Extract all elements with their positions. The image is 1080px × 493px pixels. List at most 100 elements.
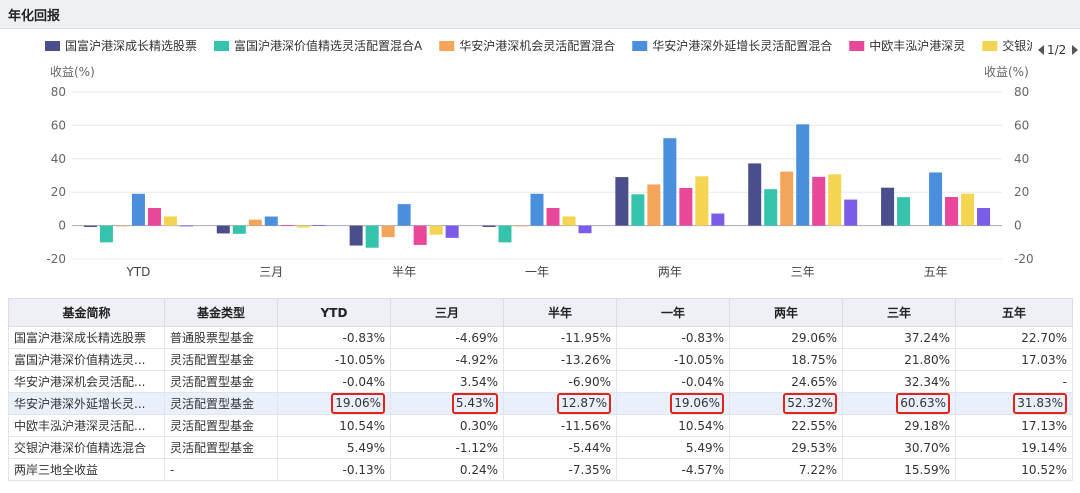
bar <box>429 225 443 235</box>
return-value-cell: 19.06% <box>616 392 730 415</box>
table-row: 富国沪港深价值精选灵... 灵活配置型基金 -10.05% -4.92% -13.26%… <box>8 348 1073 371</box>
fund-name-cell: 国富沪港深成长精选股票 <box>8 326 165 349</box>
fund-type-cell: 灵活配置型基金 <box>164 392 278 415</box>
table-row: 华安沪港深机会灵活配... 灵活配置型基金 -0.04% 3.54% -6.90% -0.… <box>8 370 1073 393</box>
column-header[interactable]: 三年 <box>842 298 956 327</box>
x-category-label: 两年 <box>658 265 682 279</box>
return-value-cell: 31.83% <box>955 392 1073 415</box>
fund-name-cell: 中欧丰泓沪港深灵活配... <box>8 414 165 437</box>
fund-name-cell: 华安沪港深外延增长灵... <box>8 392 165 415</box>
legend-item-label[interactable]: 富国沪港深价值精选灵活配置混合A <box>234 38 423 53</box>
bar <box>413 225 427 245</box>
return-value-cell: 15.59% <box>842 458 956 481</box>
return-value-cell: 17.13% <box>955 414 1073 437</box>
return-value-cell: 19.06% <box>277 392 391 415</box>
return-value-cell: -6.90% <box>503 370 617 393</box>
legend-item-label[interactable]: 国富沪港深成长精选股票 <box>65 38 197 53</box>
bar <box>897 197 911 226</box>
fund-type-cell: - <box>164 458 278 481</box>
column-header[interactable]: 五年 <box>955 298 1073 327</box>
legend-next-arrow-icon[interactable] <box>1072 45 1078 55</box>
table-row: 中欧丰泓沪港深灵活配... 灵活配置型基金 10.54% 0.30% -11.56% 10… <box>8 414 1073 437</box>
return-value-cell: -4.92% <box>390 348 504 371</box>
legend-swatch[interactable] <box>214 41 230 51</box>
column-header[interactable]: 基金类型 <box>164 298 278 327</box>
legend-item-label[interactable]: 华安沪港深外延增长灵活配置混合 <box>652 38 832 53</box>
legend-swatch[interactable] <box>982 41 998 51</box>
bar <box>631 194 645 226</box>
x-category-label: YTD <box>125 265 150 279</box>
bar <box>615 177 629 226</box>
return-value-cell: 5.43% <box>390 392 504 415</box>
bar <box>349 225 363 246</box>
bar <box>163 216 177 226</box>
return-value-cell: -11.95% <box>503 326 617 349</box>
column-header[interactable]: 两年 <box>729 298 843 327</box>
legend-item-label[interactable]: 中欧丰泓沪港深灵 <box>869 38 965 53</box>
fund-type-cell: 灵活配置型基金 <box>164 414 278 437</box>
bar <box>397 204 411 226</box>
bar <box>945 196 959 226</box>
x-category-label: 半年 <box>392 265 416 279</box>
bar <box>663 138 677 226</box>
return-value-cell: -13.26% <box>503 348 617 371</box>
fund-returns-table: 基金简称 基金类型 YTD 三月 半年 一年 两年 三年 五年 国富沪港深成长精选股票 普通股票型… <box>8 298 1073 481</box>
column-header[interactable]: 三月 <box>390 298 504 327</box>
x-category-label: 一年 <box>525 265 549 279</box>
bar <box>679 187 693 226</box>
legend-prev-arrow-icon[interactable] <box>1038 45 1044 55</box>
return-value-cell: -10.05% <box>277 348 391 371</box>
bar <box>365 225 379 248</box>
bar <box>248 219 262 226</box>
fund-name-cell: 富国沪港深价值精选灵... <box>8 348 165 371</box>
column-header[interactable]: 半年 <box>503 298 617 327</box>
bar <box>748 163 762 226</box>
bar <box>147 207 161 226</box>
return-value-cell: 29.18% <box>842 414 956 437</box>
legend-item-label[interactable]: 华安沪港深机会灵活配置混合 <box>459 38 615 53</box>
return-value-cell: 22.70% <box>955 326 1073 349</box>
bar <box>530 193 544 226</box>
bar <box>647 184 661 226</box>
return-value-cell: 60.63% <box>842 392 956 415</box>
y-tick-label-right: 80 <box>1014 85 1029 99</box>
return-value-cell: -0.04% <box>277 370 391 393</box>
bar <box>711 213 725 226</box>
return-value-cell: 3.54% <box>390 370 504 393</box>
bar <box>977 208 991 226</box>
column-header[interactable]: 基金简称 <box>8 298 165 327</box>
table-row: 国富沪港深成长精选股票 普通股票型基金 -0.83% -4.69% -11.95% -0.… <box>8 326 1073 349</box>
bar <box>83 225 97 227</box>
return-value-cell: -7.35% <box>503 458 617 481</box>
table-row: 交银沪港深价值精选混合 灵活配置型基金 5.49% -1.12% -5.44% 5.49%… <box>8 436 1073 459</box>
return-value-cell: -0.83% <box>616 326 730 349</box>
y-tick-label-left: 60 <box>51 118 66 132</box>
bar <box>796 124 810 226</box>
return-value-cell: -0.04% <box>616 370 730 393</box>
bar <box>828 174 842 226</box>
section-header: 年化回报 <box>0 0 1080 29</box>
return-value-cell: 21.80% <box>842 348 956 371</box>
fund-name-cell: 两岸三地全收益 <box>8 458 165 481</box>
fund-type-cell: 灵活配置型基金 <box>164 436 278 459</box>
highlighted-return-value: 19.06% <box>670 393 724 414</box>
legend-swatch[interactable] <box>632 41 648 51</box>
bar <box>514 225 528 227</box>
bar <box>844 199 858 226</box>
bar <box>881 187 895 226</box>
bar <box>961 193 975 226</box>
legend-swatch[interactable] <box>439 41 455 51</box>
y-tick-label-right: 60 <box>1014 118 1029 132</box>
column-header[interactable]: YTD <box>277 298 391 327</box>
y-tick-label-left: -20 <box>46 252 66 266</box>
return-value-cell: 22.55% <box>729 414 843 437</box>
bar <box>115 225 129 227</box>
highlighted-return-value: 31.83% <box>1013 393 1067 414</box>
return-value-cell: -1.12% <box>390 436 504 459</box>
y-axis-label-left: 收益(%) <box>50 65 95 79</box>
return-value-cell: -4.57% <box>616 458 730 481</box>
legend-swatch[interactable] <box>45 41 60 51</box>
return-value-cell: -5.44% <box>503 436 617 459</box>
column-header[interactable]: 一年 <box>616 298 730 327</box>
legend-swatch[interactable] <box>849 41 865 51</box>
